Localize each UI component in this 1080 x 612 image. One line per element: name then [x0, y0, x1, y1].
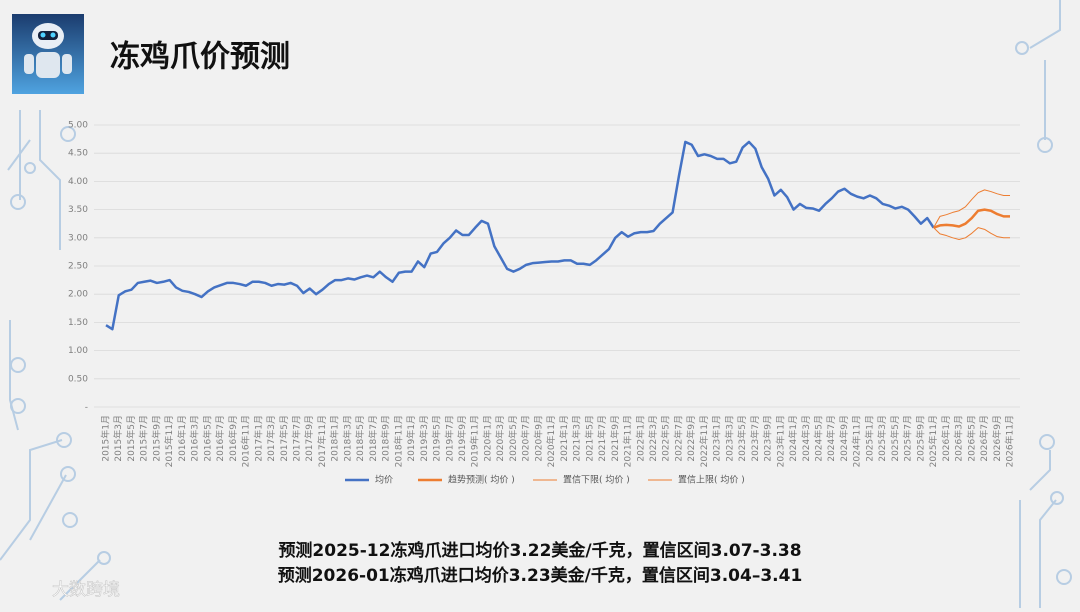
robot-logo — [12, 14, 84, 94]
x-tick-label: 2020年7月 — [520, 415, 532, 462]
x-tick-label: 2021年7月 — [596, 415, 608, 462]
x-tick-label: 2018年5月 — [354, 415, 366, 462]
x-tick-label: 2016年5月 — [201, 415, 213, 462]
chart: - 0.50 1.00 1.50 2.00 2.50 3.00 3.50 4.00 4.50 5.0… — [68, 121, 1020, 486]
x-tick-label: 2019年9月 — [456, 415, 468, 462]
x-tick-label: 2021年9月 — [609, 415, 621, 462]
watermark: 大数跨境 — [52, 580, 120, 600]
x-tick-label: 2019年5月 — [431, 415, 443, 462]
x-tick-label: 2023年7月 — [749, 415, 761, 462]
x-tick-label: 2015年3月 — [112, 415, 124, 462]
x-tick-label: 2017年5月 — [278, 415, 290, 462]
y-tick-label: 0.50 — [68, 374, 88, 384]
x-tick-label: 2026年1月 — [940, 415, 952, 462]
x-tick-label: 2020年1月 — [481, 415, 493, 462]
legend-label: 均价 — [375, 474, 393, 486]
series-line — [105, 140, 935, 331]
x-tick-label: 2021年1月 — [558, 415, 570, 462]
x-tick-label: 2022年9月 — [685, 415, 697, 462]
x-tick-label: 2016年11月 — [240, 415, 252, 467]
x-tick-label: 2017年11月 — [316, 415, 328, 467]
x-tick-label: 2024年9月 — [838, 415, 850, 462]
y-tick-label: 3.00 — [68, 233, 88, 243]
x-tick-label: 2025年9月 — [914, 415, 926, 462]
x-tick-label: 2018年3月 — [341, 415, 353, 462]
x-tick-label: 2024年3月 — [800, 415, 812, 462]
x-tick-label: 2015年5月 — [125, 415, 137, 462]
note: 预测2025-12冻鸡爪进口均价3.22美金/千克，置信区间3.07-3.38 — [278, 540, 801, 561]
x-tick-label: 2024年7月 — [825, 415, 837, 462]
x-tick-label: 2024年5月 — [813, 415, 825, 462]
x-tick-label: 2019年1月 — [405, 415, 417, 462]
x-tick-label: 2026年11月 — [1004, 415, 1016, 467]
x-tick-label: 2023年9月 — [762, 415, 774, 462]
legend-label: 趋势预测( 均价 ) — [448, 474, 515, 486]
x-tick-label: 2025年1月 — [863, 415, 875, 462]
x-tick-label: 2015年1月 — [100, 415, 112, 462]
y-tick-label: 2.00 — [68, 290, 88, 300]
x-tick-label: 2019年3月 — [418, 415, 430, 462]
series-line — [933, 227, 1010, 240]
x-tick-label: 2025年5月 — [889, 415, 901, 462]
x-tick-label: 2026年3月 — [953, 415, 965, 462]
x-tick-label: 2022年11月 — [698, 415, 710, 467]
x-tick-label: 2026年5月 — [965, 415, 977, 462]
x-tick-label: 2022年1月 — [634, 415, 646, 462]
x-tick-label: 2016年9月 — [227, 415, 239, 462]
x-tick-label: 2019年7月 — [443, 415, 455, 462]
x-tick-label: 2026年7月 — [978, 415, 990, 462]
y-tick-label: 3.50 — [68, 205, 88, 215]
x-tick-label: 2016年3月 — [189, 415, 201, 462]
note: 预测2026-01冻鸡爪进口均价3.23美金/千克，置信区间3.04–3.41 — [278, 565, 803, 586]
x-tick-label: 2022年7月 — [672, 415, 684, 462]
x-tick-label: 2021年5月 — [583, 415, 595, 462]
y-tick-label: 5.00 — [68, 121, 88, 131]
y-tick-label: 2.50 — [68, 262, 88, 272]
x-tick-label: 2023年1月 — [711, 415, 723, 462]
x-tick-label: 2022年5月 — [660, 415, 672, 462]
legend-label: 置信上限( 均价 ) — [678, 474, 745, 486]
legend-label: 置信下限( 均价 ) — [563, 474, 630, 486]
x-tick-label: 2017年3月 — [265, 415, 277, 462]
x-tick-label: 2018年1月 — [329, 415, 341, 462]
x-tick-label: 2015年9月 — [150, 415, 162, 462]
x-tick-label: 2024年1月 — [787, 415, 799, 462]
x-tick-label: 2019年11月 — [469, 415, 481, 467]
x-tick-label: 2020年11月 — [545, 415, 557, 467]
slide-title: 冻鸡爪价预测 — [110, 40, 290, 75]
x-tick-label: 2021年11月 — [622, 415, 634, 467]
x-tick-label: 2020年5月 — [507, 415, 519, 462]
x-tick-label: 2026年9月 — [991, 415, 1003, 462]
x-tick-label: 2017年9月 — [303, 415, 315, 462]
y-tick-label: 1.50 — [68, 318, 88, 328]
x-tick-label: 2016年7月 — [214, 415, 226, 462]
x-tick-label: 2023年5月 — [736, 415, 748, 462]
y-tick-label: - — [85, 403, 88, 413]
x-tick-label: 2018年9月 — [380, 415, 392, 462]
x-tick-label: 2016年1月 — [176, 415, 188, 462]
y-tick-label: 1.00 — [68, 346, 88, 356]
x-tick-label: 2022年3月 — [647, 415, 659, 462]
x-tick-label: 2020年9月 — [532, 415, 544, 462]
x-tick-label: 2025年3月 — [876, 415, 888, 462]
series-line — [933, 189, 1010, 228]
x-tick-label: 2018年11月 — [392, 415, 404, 467]
x-tick-label: 2023年3月 — [723, 415, 735, 462]
x-tick-label: 2018年7月 — [367, 415, 379, 462]
y-tick-label: 4.00 — [68, 177, 88, 187]
x-tick-label: 2021年3月 — [571, 415, 583, 462]
x-tick-label: 2023年11月 — [774, 415, 786, 467]
series-line — [933, 208, 1010, 229]
x-tick-label: 2015年7月 — [138, 415, 150, 462]
x-tick-label: 2025年11月 — [927, 415, 939, 467]
y-tick-label: 4.50 — [68, 149, 88, 159]
x-tick-label: 2017年7月 — [290, 415, 302, 462]
x-tick-label: 2024年11月 — [851, 415, 863, 467]
x-tick-label: 2025年7月 — [902, 415, 914, 462]
x-tick-label: 2015年11月 — [163, 415, 175, 467]
x-tick-label: 2020年3月 — [494, 415, 506, 462]
x-tick-label: 2017年1月 — [252, 415, 264, 462]
